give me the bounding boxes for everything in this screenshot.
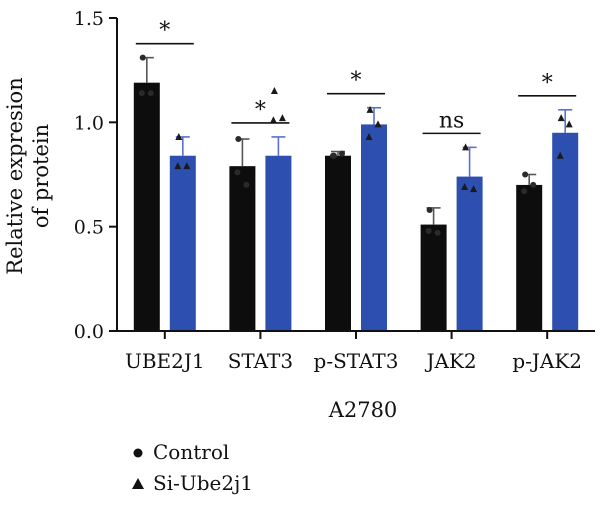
data-point: [183, 162, 191, 170]
y-tick-label: 0.5: [74, 217, 104, 239]
data-point: [365, 132, 373, 140]
x-tick-label: UBE2J1: [125, 349, 205, 373]
data-point: [530, 181, 537, 188]
data-point: [565, 120, 573, 128]
y-tick-label: 1.0: [74, 112, 104, 134]
legend: Control Si-Ube2j1: [132, 440, 253, 495]
x-tick-label: JAK2: [425, 349, 477, 373]
data-point: [234, 169, 241, 176]
bar: [516, 184, 543, 331]
significance-label: *: [255, 98, 266, 123]
bar: [265, 155, 292, 331]
bar: [420, 224, 447, 331]
legend-marker-triangle: [132, 478, 144, 489]
data-point: [243, 181, 250, 188]
data-point: [522, 171, 529, 178]
y-tick-label: 0.0: [74, 321, 104, 343]
data-point: [270, 87, 278, 95]
bar: [229, 166, 256, 331]
x-tick-label: STAT3: [228, 349, 293, 373]
bar: [552, 132, 579, 331]
data-point: [330, 152, 336, 159]
y-axis-title-line: Relative expresion: [3, 77, 27, 274]
data-points: [138, 54, 573, 236]
bar: [169, 155, 196, 331]
significance-label: *: [159, 19, 170, 44]
data-point: [521, 188, 528, 195]
significance-label: *: [351, 69, 362, 94]
bar: [325, 155, 351, 331]
significance-label: ns: [439, 108, 464, 133]
legend-label: Si-Ube2j1: [153, 471, 253, 495]
bar: [133, 82, 160, 331]
bar: [361, 124, 387, 331]
x-axis-title: A2780: [328, 398, 398, 422]
y-tick-label: 1.5: [74, 8, 104, 30]
data-point: [462, 143, 470, 151]
bars: [133, 82, 579, 331]
data-point: [139, 54, 146, 61]
data-point: [278, 114, 286, 122]
data-point: [470, 185, 478, 193]
data-point: [235, 136, 242, 143]
y-axis: 0.0 0.5 1.0 1.5: [74, 8, 118, 343]
data-point: [174, 162, 182, 170]
significance-annotations: * * * ns *: [135, 19, 577, 135]
data-point: [556, 151, 564, 159]
data-point: [366, 105, 374, 113]
x-tick-label: p-JAK2: [512, 349, 582, 373]
bar: [456, 176, 483, 331]
data-point: [175, 132, 183, 140]
data-point: [434, 229, 441, 236]
significance-label: *: [542, 71, 553, 96]
x-axis: UBE2J1 STAT3 p-STAT3 JAK2 p-JAK2: [117, 330, 595, 373]
data-point: [147, 90, 154, 97]
data-point: [339, 150, 345, 157]
x-tick-label: p-STAT3: [314, 349, 399, 373]
data-point: [425, 227, 432, 234]
y-axis-title-line: of protein: [29, 124, 53, 228]
legend-marker-circle: [133, 448, 143, 458]
y-axis-title: Relative expresion of protein: [3, 77, 53, 274]
data-point: [557, 114, 565, 122]
data-point: [426, 206, 433, 213]
data-point: [374, 120, 382, 128]
legend-label: Control: [153, 440, 229, 464]
data-point: [138, 90, 145, 97]
data-point: [461, 183, 469, 191]
data-point: [269, 116, 277, 124]
